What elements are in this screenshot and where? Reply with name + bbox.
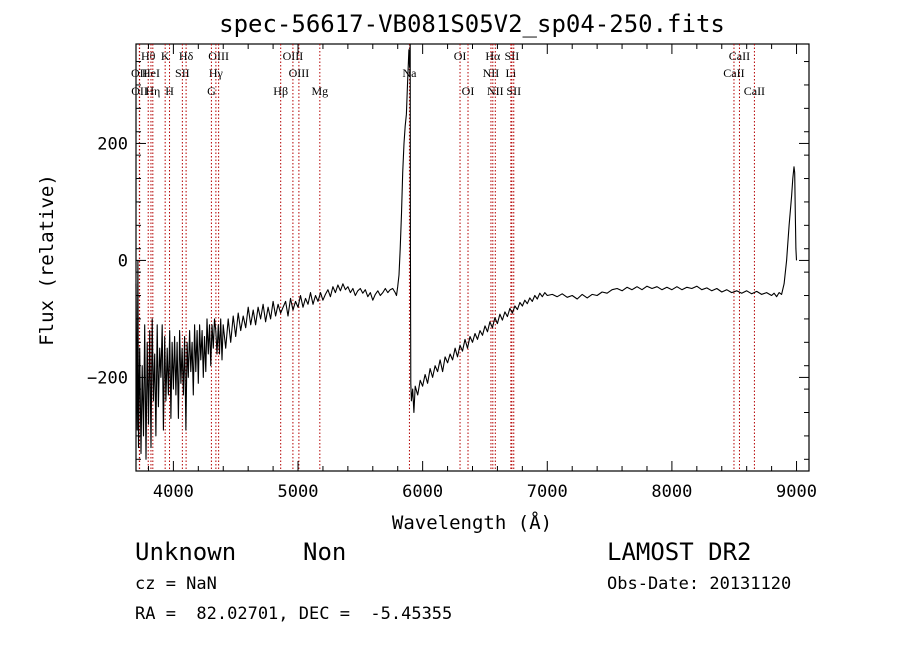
spectral-line-label: HeI <box>142 66 160 80</box>
spectral-line-label: G <box>207 84 216 98</box>
spectral-line-label: Mg <box>311 84 328 98</box>
x-tick-label-5: 9000 <box>776 482 817 502</box>
y-axis-ticks: −200 0 200 <box>87 61 809 460</box>
y-tick-label-2: 200 <box>97 134 128 154</box>
spectral-line-label: Hβ <box>273 84 288 98</box>
x-axis-ticks: 4000 5000 6000 7000 8000 9000 <box>147 44 817 502</box>
x-tick-label-1: 5000 <box>278 482 319 502</box>
spectral-line-label: Hα <box>485 49 501 63</box>
spectrum-series <box>135 43 798 460</box>
spectral-line-label: SII <box>175 66 190 80</box>
spectral-line-label: Li <box>506 66 517 80</box>
spectral-line-label: SII <box>506 84 521 98</box>
spectral-line-label: Hγ <box>209 66 224 80</box>
y-axis-label: Flux (relative) <box>36 174 58 346</box>
spectral-line-label: Hθ <box>141 49 156 63</box>
spectral-line-label: CaII <box>723 66 744 80</box>
spectral-line-label: Hδ <box>179 49 194 63</box>
object-subclass: Non <box>303 538 347 566</box>
spectral-line-label: OI <box>454 49 467 63</box>
spectral-line-label: OI <box>462 84 475 98</box>
spectral-line-label: OII <box>131 84 148 98</box>
spectral-line-label: OIII <box>208 49 229 63</box>
x-tick-label-4: 8000 <box>651 482 692 502</box>
survey-name: LAMOST DR2 <box>607 538 752 566</box>
x-tick-label-2: 6000 <box>402 482 443 502</box>
spectral-line-label: OIII <box>289 66 310 80</box>
spectral-line-label: H <box>165 84 174 98</box>
redshift-readout: cz = NaN <box>135 574 217 594</box>
plot-frame <box>135 43 810 472</box>
spectral-line-label: NII <box>487 84 504 98</box>
spectral-line-label: NII <box>483 66 500 80</box>
chart-title: spec-56617-VB081S05V2_sp04-250.fits <box>219 10 725 38</box>
x-tick-label-0: 4000 <box>153 482 194 502</box>
spectral-line-label: K <box>161 49 170 63</box>
y-tick-label-0: −200 <box>87 368 128 388</box>
spectral-line-label: Hη <box>145 84 160 98</box>
coordinates-readout: RA = 82.02701, DEC = -5.45355 <box>135 604 453 624</box>
obs-date: Obs-Date: 20131120 <box>607 574 792 594</box>
spectral-line-label: OIII <box>283 49 304 63</box>
x-axis-label: Wavelength (Å) <box>392 511 552 534</box>
x-tick-label-3: 7000 <box>527 482 568 502</box>
spectral-line-label: SII <box>505 49 520 63</box>
spectral-line-label: CaII <box>744 84 765 98</box>
object-class: Unknown <box>135 538 237 566</box>
spectral-line-label: CaII <box>729 49 750 63</box>
y-tick-label-1: 0 <box>118 251 128 271</box>
spectrum-line-0 <box>135 43 798 460</box>
